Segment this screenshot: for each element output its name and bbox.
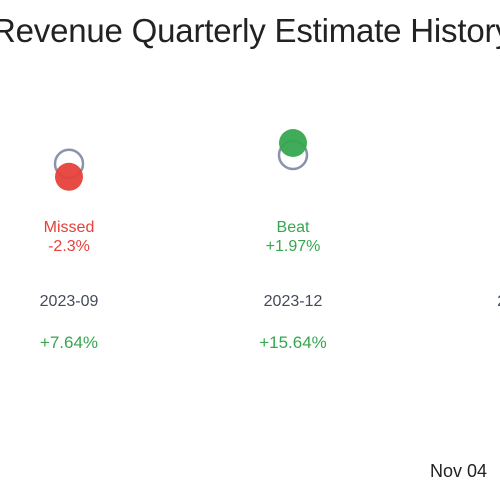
period-label: 2023-09	[40, 293, 99, 310]
actual-marker-2023-12	[279, 129, 307, 157]
change-label: +15.64%	[259, 333, 327, 352]
surprise-label: +1.97%	[266, 238, 321, 255]
change-label: +7.64%	[40, 333, 98, 352]
period-label: 2024	[497, 293, 500, 310]
footer-date: Nov 04	[430, 461, 488, 481]
actual-marker-2023-09	[55, 162, 83, 191]
surprise-label: -2.3%	[48, 238, 90, 255]
status-label: Missed	[44, 219, 95, 236]
status-label: Beat	[277, 219, 310, 236]
period-label: 2023-12	[264, 293, 323, 310]
chart-title: Revenue Quarterly Estimate History	[0, 12, 500, 49]
